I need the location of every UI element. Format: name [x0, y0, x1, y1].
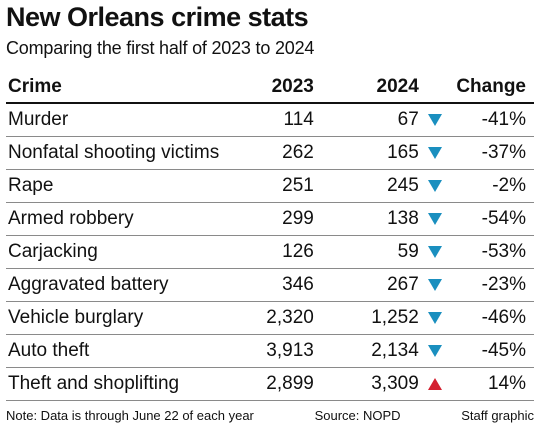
footer-note: Note: Data is through June 22 of each ye… — [6, 408, 254, 423]
change-value: -45% — [481, 339, 526, 361]
value-2024-cell: 67 — [313, 103, 419, 137]
crime-name-cell: Nonfatal shooting victims — [6, 136, 228, 170]
table-row: Auto theft 3,913 2,134 -45% — [6, 334, 534, 368]
crime-name-cell: Vehicle burglary — [6, 301, 228, 335]
change-wrapper: -54% — [428, 208, 526, 230]
change-cell: -45% — [418, 334, 534, 368]
value-2023-cell: 114 — [227, 103, 314, 137]
change-value: -37% — [481, 141, 526, 163]
value-2024-cell: 59 — [313, 235, 419, 269]
table-header-row: Crime 2023 2024 Change — [6, 72, 534, 104]
footer-source: Source: NOPD — [314, 408, 401, 423]
change-wrapper: 14% — [428, 373, 526, 395]
triangle-down-icon — [428, 212, 442, 225]
value-2023-cell: 2,899 — [227, 367, 314, 401]
change-cell: 14% — [418, 367, 534, 401]
value-2023-cell: 299 — [227, 202, 314, 236]
triangle-down-icon — [428, 245, 442, 258]
footer: Note: Data is through June 22 of each ye… — [6, 408, 534, 423]
chart-subtitle: Comparing the first half of 2023 to 2024 — [6, 38, 315, 58]
table-row: Murder 114 67 -41% — [6, 103, 534, 137]
triangle-up-icon — [428, 377, 442, 390]
triangle-down-icon — [428, 179, 442, 192]
value-2024-cell: 245 — [313, 169, 419, 203]
change-wrapper: -2% — [428, 175, 526, 197]
table-row: Aggravated battery 346 267 -23% — [6, 268, 534, 302]
crime-name-cell: Rape — [6, 169, 228, 203]
chart-title: New Orleans crime stats — [6, 2, 309, 32]
column-header-crime: Crime — [6, 72, 228, 104]
value-2023-cell: 251 — [227, 169, 314, 203]
table-row: Theft and shoplifting 2,899 3,309 14% — [6, 367, 534, 401]
triangle-down-icon — [428, 113, 442, 126]
value-2023-cell: 3,913 — [227, 334, 314, 368]
change-wrapper: -41% — [428, 109, 526, 131]
crime-name-cell: Carjacking — [6, 235, 228, 269]
change-wrapper: -46% — [428, 307, 526, 329]
change-cell: -23% — [418, 268, 534, 302]
change-value: 14% — [487, 372, 526, 394]
value-2023-cell: 2,320 — [227, 301, 314, 335]
value-2023-cell: 126 — [227, 235, 314, 269]
triangle-down-icon — [428, 311, 442, 324]
change-value: -53% — [481, 240, 526, 262]
table-row: Armed robbery 299 138 -54% — [6, 202, 534, 236]
change-value: -23% — [481, 273, 526, 295]
change-cell: -54% — [418, 202, 534, 236]
change-wrapper: -23% — [428, 274, 526, 296]
value-2024-cell: 165 — [313, 136, 419, 170]
crime-name-cell: Theft and shoplifting — [6, 367, 228, 401]
change-cell: -53% — [418, 235, 534, 269]
crime-table: Crime 2023 2024 Change Murder 114 67 -41% No… — [6, 72, 534, 401]
change-value: -2% — [492, 174, 526, 196]
value-2024-cell: 2,134 — [313, 334, 419, 368]
change-value: -46% — [481, 306, 526, 328]
column-header-2023: 2023 — [227, 72, 314, 104]
value-2024-cell: 1,252 — [313, 301, 419, 335]
footer-credit: Staff graphic — [461, 408, 534, 423]
value-2024-cell: 138 — [313, 202, 419, 236]
crime-name-cell: Armed robbery — [6, 202, 228, 236]
table-row: Carjacking 126 59 -53% — [6, 235, 534, 269]
column-header-2024: 2024 — [313, 72, 419, 104]
table-row: Rape 251 245 -2% — [6, 169, 534, 203]
change-cell: -2% — [418, 169, 534, 203]
change-cell: -37% — [418, 136, 534, 170]
triangle-down-icon — [428, 344, 442, 357]
triangle-down-icon — [428, 146, 442, 159]
change-wrapper: -45% — [428, 340, 526, 362]
change-value: -41% — [481, 108, 526, 130]
change-value: -54% — [481, 207, 526, 229]
table-row: Vehicle burglary 2,320 1,252 -46% — [6, 301, 534, 335]
table-row: Nonfatal shooting victims 262 165 -37% — [6, 136, 534, 170]
value-2024-cell: 267 — [313, 268, 419, 302]
value-2023-cell: 346 — [227, 268, 314, 302]
crime-name-cell: Aggravated battery — [6, 268, 228, 302]
table-body: Murder 114 67 -41% Nonfatal shooting victims… — [6, 103, 534, 401]
column-header-change: Change — [418, 72, 534, 104]
crime-name-cell: Auto theft — [6, 334, 228, 368]
crime-name-cell: Murder — [6, 103, 228, 137]
value-2024-cell: 3,309 — [313, 367, 419, 401]
change-cell: -41% — [418, 103, 534, 137]
change-cell: -46% — [418, 301, 534, 335]
triangle-down-icon — [428, 278, 442, 291]
value-2023-cell: 262 — [227, 136, 314, 170]
change-wrapper: -53% — [428, 241, 526, 263]
change-wrapper: -37% — [428, 142, 526, 164]
